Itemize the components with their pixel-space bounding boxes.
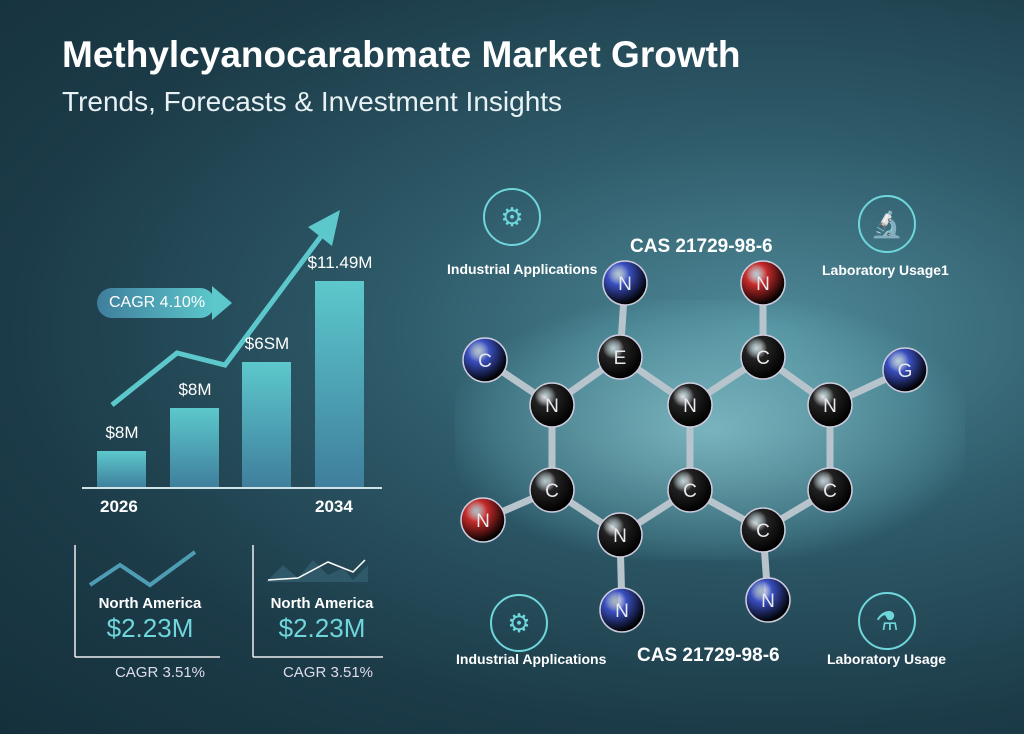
laboratory-label: Laboratory Usage: [827, 651, 947, 667]
atom-label: C: [756, 348, 770, 369]
atom: N: [740, 260, 786, 306]
bar-data-label: $8M: [178, 380, 212, 399]
bar-data-label: $6SM: [244, 334, 290, 353]
trend-arrow: [110, 210, 340, 407]
atom-label: C: [545, 481, 559, 502]
bar-chart: $8M $8M $6SM $11.49M: [82, 200, 382, 489]
atom: N: [597, 512, 643, 558]
industrial-label: Industrial Applications: [447, 261, 598, 277]
atom: C: [740, 507, 786, 553]
atom-label: N: [761, 591, 775, 612]
cagr-arrow-icon: [212, 286, 232, 320]
atom-label: N: [756, 274, 770, 295]
test-tubes-icon: ⚗: [858, 592, 916, 650]
atom: C: [740, 334, 786, 380]
industrial-label: Industrial Applications: [456, 651, 607, 667]
region-card: North America $2.23M CAGR 3.51%: [70, 540, 230, 690]
atom-label: N: [545, 396, 559, 417]
atom: N: [599, 587, 645, 633]
atom: G: [882, 347, 928, 393]
atom: N: [460, 497, 506, 543]
page-subtitle: Trends, Forecasts & Investment Insights: [62, 86, 563, 117]
bar: [97, 451, 146, 488]
card-value: $2.23M: [106, 613, 194, 643]
atom-label: N: [823, 396, 837, 417]
atom: N: [602, 260, 648, 306]
atom: N: [529, 382, 575, 428]
x-axis: [82, 487, 382, 489]
card-cagr: CAGR 3.51%: [114, 664, 206, 681]
factory-icon: ⚙: [483, 188, 541, 246]
atom-label: E: [614, 348, 627, 369]
gears-icon: ⚙: [490, 594, 548, 652]
card-region: North America: [98, 595, 202, 612]
atom: N: [667, 382, 713, 428]
atom-label: C: [823, 481, 837, 502]
atom-label: C: [683, 481, 697, 502]
x-tick: 2034: [315, 497, 353, 516]
cas-number: CAS 21729-98-6: [630, 236, 773, 257]
atom-label: G: [898, 361, 913, 382]
world-map: [455, 300, 965, 560]
line-chart-icon: [74, 545, 220, 658]
atom: N: [807, 382, 853, 428]
bar: [315, 281, 364, 488]
page-title: Methylcyanocarabmate Market Growth: [62, 34, 741, 75]
card-value: $2.23M: [278, 613, 366, 643]
atom: E: [597, 334, 643, 380]
card-cagr: CAGR 3.51%: [282, 664, 374, 681]
bar: [170, 408, 219, 488]
atom: C: [462, 337, 508, 383]
atom-label: N: [618, 274, 632, 295]
atom-label: N: [613, 526, 627, 547]
atom-label: C: [756, 521, 770, 542]
bar-data-label: $11.49M: [307, 253, 373, 272]
bar: [242, 362, 291, 488]
cagr-badge: CAGR 4.10%: [97, 288, 215, 318]
cas-number: CAS 21729-98-6: [637, 645, 780, 666]
atom-label: N: [615, 601, 629, 622]
laboratory-label: Laboratory Usage1: [822, 262, 949, 278]
region-card: North America $2.23M CAGR 3.51%: [248, 540, 408, 690]
area-chart-icon: [252, 545, 383, 658]
card-region: North America: [270, 595, 374, 612]
microscope-icon: 🔬: [858, 195, 916, 253]
x-tick: 2026: [100, 497, 138, 516]
atom-label: C: [478, 351, 492, 372]
bar-data-label: $8M: [105, 423, 139, 442]
atom-label: N: [683, 396, 697, 417]
cagr-label: CAGR 4.10%: [109, 294, 206, 311]
atom: C: [807, 467, 853, 513]
atom-label: N: [476, 511, 490, 532]
atom: C: [529, 467, 575, 513]
atom: N: [745, 577, 791, 623]
atom: C: [667, 467, 713, 513]
